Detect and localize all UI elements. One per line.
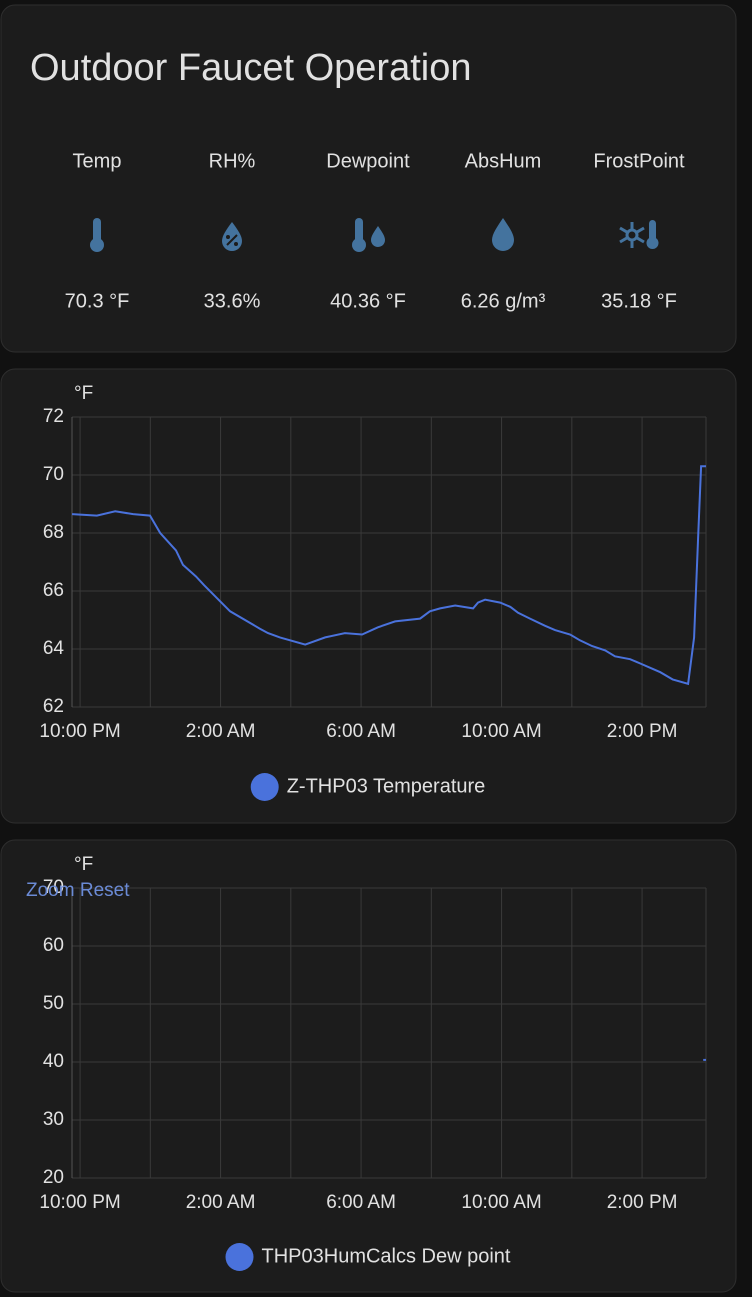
humidity-icon[interactable] [222,222,242,251]
y-tick-label: 64 [43,638,65,659]
entity-name[interactable]: RH% [209,150,256,172]
entity-value[interactable]: 6.26 g/m³ [461,290,546,312]
y-tick-label: 30 [43,1109,64,1130]
entity-value[interactable]: 35.18 °F [601,290,677,312]
y-tick-label: 60 [43,935,64,956]
entity-value[interactable]: 33.6% [204,290,261,312]
x-tick-label: 10:00 AM [461,1192,541,1213]
water-icon[interactable] [492,218,514,251]
chart-card [0,368,737,824]
x-tick-label: 10:00 AM [461,721,541,742]
dewpoint-icon[interactable] [352,218,385,252]
x-tick-label: 2:00 AM [186,721,256,742]
entity-value[interactable]: 70.3 °F [65,290,130,312]
y-tick-label: 70 [43,877,64,898]
entities-card [0,4,737,353]
y-tick-label: 66 [43,580,64,601]
entity-name[interactable]: FrostPoint [593,150,685,172]
y-axis-unit: °F [74,383,93,404]
x-tick-label: 10:00 PM [39,1192,120,1213]
x-tick-label: 2:00 AM [186,1192,256,1213]
entity-name[interactable]: Temp [73,150,122,172]
y-tick-label: 50 [43,993,64,1014]
entity-name[interactable]: Dewpoint [326,150,410,172]
y-tick-label: 62 [43,696,64,717]
y-tick-label: 40 [43,1051,64,1072]
entity-name[interactable]: AbsHum [465,150,542,172]
x-tick-label: 10:00 PM [39,721,120,742]
entity-value[interactable]: 40.36 °F [330,290,406,312]
zoom-reset[interactable]: Zoom Reset [26,880,130,901]
legend-label: Z-THP03 Temperature [287,775,486,797]
legend-label: THP03HumCalcs Dew point [262,1245,511,1267]
x-tick-label: 6:00 AM [326,721,396,742]
y-tick-label: 68 [43,522,64,543]
y-tick-label: 20 [43,1167,64,1188]
y-axis-unit: °F [74,854,93,875]
legend-swatch[interactable] [225,1243,254,1271]
legend-swatch[interactable] [250,773,279,801]
x-tick-label: 2:00 PM [607,721,678,742]
y-tick-label: 70 [43,464,64,485]
x-tick-label: 6:00 AM [326,1192,396,1213]
x-tick-label: 2:00 PM [607,1192,678,1213]
series-line [71,465,706,686]
card-title: Outdoor Faucet Operation [30,47,471,89]
thermometer-icon[interactable] [90,218,104,252]
frost-icon[interactable] [619,220,659,249]
chart-card [0,839,737,1293]
y-tick-label: 72 [43,406,64,427]
